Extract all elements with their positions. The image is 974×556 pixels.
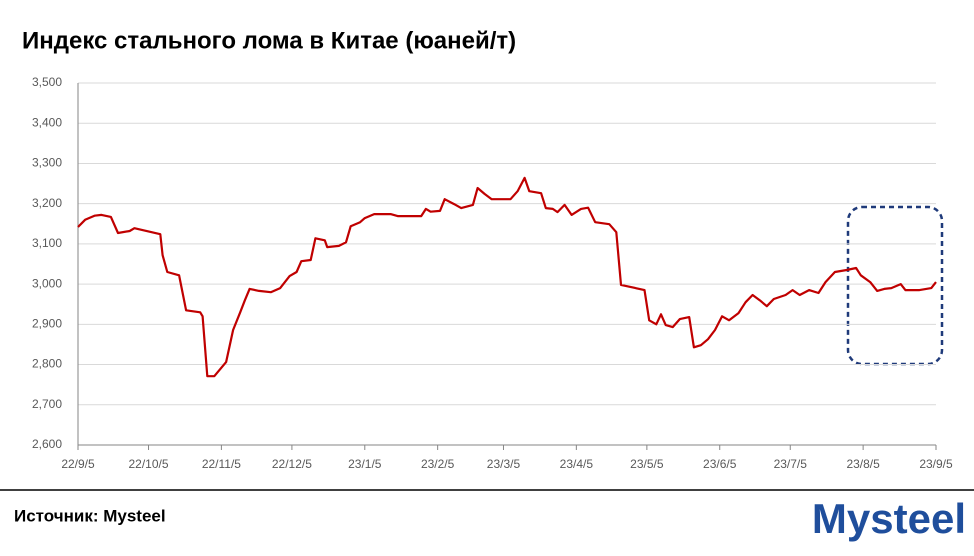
chart-title: Индекс стального лома в Китае (юаней/т) — [22, 27, 516, 54]
x-tick-label: 22/10/5 — [128, 457, 168, 471]
y-tick-label: 2,700 — [32, 397, 62, 411]
x-tick-label: 22/11/5 — [202, 457, 241, 471]
data-line — [77, 176, 937, 378]
x-tick-label: 23/2/5 — [421, 457, 455, 471]
y-tick-label: 2,600 — [32, 437, 62, 451]
y-tick-label: 2,800 — [32, 357, 62, 371]
x-tick-label: 23/9/5 — [919, 457, 953, 471]
x-tick-label: 23/8/5 — [846, 457, 880, 471]
x-tick-label: 22/9/5 — [61, 457, 95, 471]
y-tick-label: 3,300 — [32, 156, 62, 170]
y-tick-label: 3,100 — [32, 236, 62, 250]
x-tick-label: 23/1/5 — [348, 457, 382, 471]
x-tick-label: 23/5/5 — [630, 457, 664, 471]
y-tick-label: 3,000 — [32, 276, 62, 290]
highlight-box — [846, 205, 944, 366]
y-tick-label: 3,200 — [32, 196, 62, 210]
x-tick-label: 22/12/5 — [272, 457, 312, 471]
x-tick-label: 23/4/5 — [560, 457, 594, 471]
y-tick-label: 3,400 — [32, 115, 62, 129]
y-tick-label: 3,500 — [32, 75, 62, 89]
y-tick-label: 2,900 — [32, 317, 62, 331]
source: Источник: Mysteel — [14, 506, 166, 525]
x-tick-label: 23/7/5 — [774, 457, 808, 471]
x-tick-label: 23/6/5 — [703, 457, 737, 471]
x-tick-label: 23/3/5 — [487, 457, 521, 471]
logo: Mysteel — [812, 495, 966, 542]
